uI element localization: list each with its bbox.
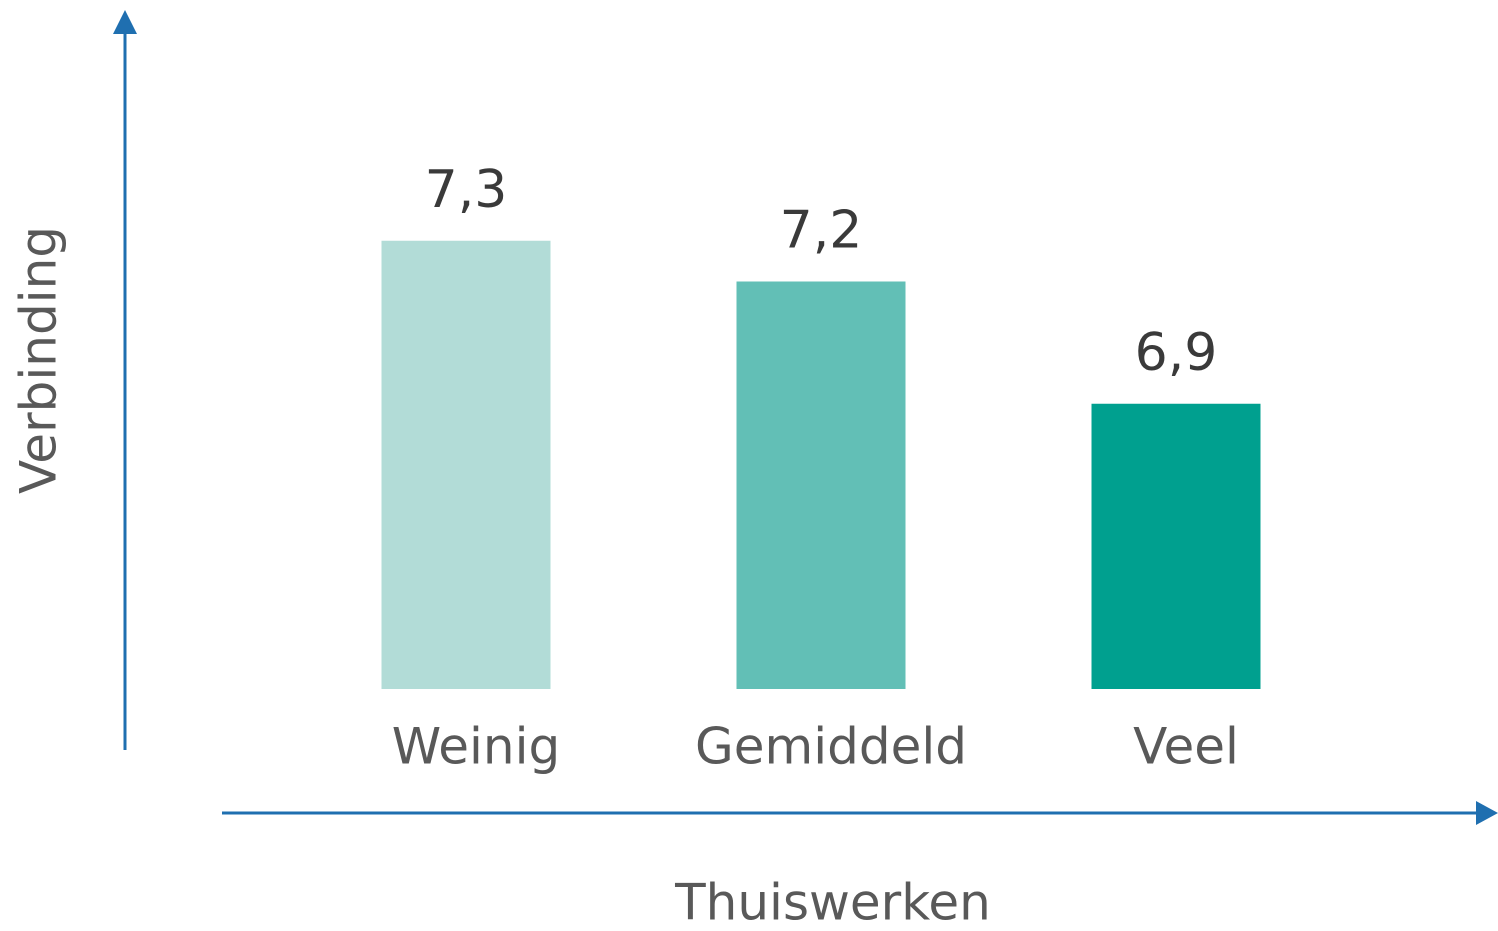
value-label: 6,9 bbox=[1135, 323, 1218, 383]
y-axis-arrow bbox=[113, 10, 137, 34]
value-label: 7,2 bbox=[780, 201, 863, 261]
x-tick-label: Gemiddeld bbox=[695, 718, 967, 776]
value-label: 7,3 bbox=[425, 160, 508, 220]
x-axis-label: Thuiswerken bbox=[674, 874, 991, 931]
bar bbox=[1091, 403, 1261, 689]
bar bbox=[736, 281, 906, 689]
bar bbox=[381, 240, 551, 689]
x-axis-arrow bbox=[1476, 801, 1498, 825]
x-tick-label: Weinig bbox=[392, 718, 560, 776]
x-tick-label: Veel bbox=[1133, 718, 1239, 776]
y-axis-label: Verbinding bbox=[10, 226, 68, 494]
